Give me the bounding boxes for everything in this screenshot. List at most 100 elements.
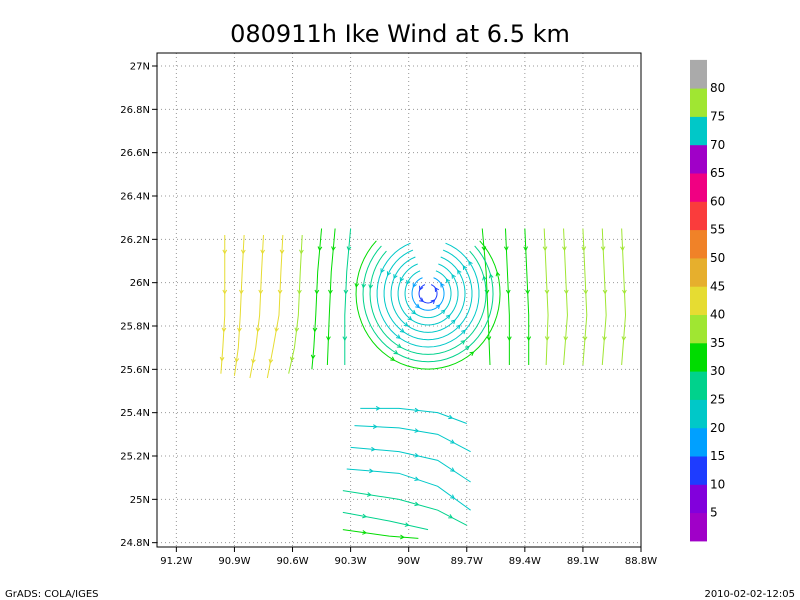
streamline-arrow (297, 289, 302, 295)
streamline-arrow (450, 467, 456, 472)
streamline-arrow (312, 327, 318, 333)
streamline-arrow (310, 354, 316, 360)
x-tick-label: 90.6W (276, 556, 308, 567)
streamline-arrow (582, 336, 588, 342)
x-tick-label: 90W (397, 556, 420, 567)
streamline-arrow (602, 289, 608, 295)
y-tick-label: 26N (130, 278, 150, 289)
streamline-arrow (239, 289, 244, 295)
streamline-arrow (393, 350, 399, 355)
streamline-arrow (448, 414, 454, 420)
streamline-arrow (622, 289, 627, 295)
streamline-arrow (406, 279, 411, 285)
streamline-arrow (414, 501, 420, 507)
y-tick-label: 25.4N (120, 408, 150, 419)
streamline-arrow (434, 286, 439, 292)
streamline-arrow (495, 271, 501, 277)
streamline-arrow (222, 289, 228, 295)
vortex-ring (369, 250, 487, 355)
vortex-ring (355, 240, 501, 370)
streamline-arrow (440, 309, 446, 315)
streamline (342, 511, 429, 531)
vortex-ring (418, 284, 438, 304)
colorbar-label: 15 (710, 449, 725, 463)
x-tick-label: 91.2W (160, 556, 192, 567)
colorbar-bin (690, 201, 707, 231)
streamline-arrow (390, 356, 396, 361)
colorbar-bin (690, 484, 707, 514)
colorbar-bin (690, 456, 707, 485)
y-axis: 24.8N 25N 25.2N 25.4N 25.6N 25.8N 26N 26.2N 26.4… (120, 62, 157, 549)
streamline (233, 234, 245, 376)
streamline (311, 228, 323, 370)
streamline-arrow (380, 268, 385, 274)
streamline-arrow (399, 534, 405, 540)
streamline-arrow (369, 468, 374, 474)
streamline-arrow (366, 492, 372, 497)
y-tick-label: 25N (130, 495, 150, 506)
streamline-arrow (563, 289, 569, 295)
colorbar-label: 60 (710, 194, 725, 208)
colorbar-bin (690, 427, 707, 457)
streamline-arrow (255, 327, 261, 333)
y-tick-label: 24.8N (120, 538, 150, 549)
grid-lines (157, 53, 642, 547)
colorbar-label: 45 (710, 279, 725, 293)
streamline-arrow (404, 522, 410, 527)
streamline-arrow (542, 246, 548, 252)
colorbar-label: 80 (710, 81, 725, 95)
colorbar-label: 20 (710, 421, 725, 435)
streamline-arrow (326, 336, 331, 342)
streamline-arrow (469, 351, 475, 357)
streamline-arrow (294, 327, 300, 333)
streamline-arrow (399, 277, 405, 282)
streamline-arrow (462, 265, 468, 270)
vortex-ring (411, 277, 445, 311)
streamline (220, 235, 226, 374)
colorbar-bin (690, 342, 707, 372)
vortex-ring (397, 263, 459, 326)
streamline (342, 490, 467, 526)
x-tick-label: 89.1W (567, 556, 599, 567)
streamline (342, 529, 419, 539)
streamline-arrow (240, 249, 246, 255)
streamline-arrow (314, 289, 320, 295)
colorbar-label: 55 (710, 223, 725, 237)
colorbar-label: 75 (710, 110, 725, 124)
colorbar-bin (690, 88, 707, 117)
streamline-arrow (328, 289, 333, 295)
y-tick-label: 26.2N (120, 235, 150, 246)
y-tick-label: 25.6N (120, 365, 150, 376)
streamline-arrow (396, 343, 402, 348)
streamline-arrow (362, 530, 368, 535)
x-axis: 91.2W 90.9W 90.6W 90.3W 90W 89.7W 89.4W 89.1W 88… (160, 547, 657, 567)
colorbar-label: 10 (710, 477, 725, 491)
vortex-ring (362, 245, 494, 363)
x-tick-label: 89.7W (451, 556, 483, 567)
streamline-arrow (457, 269, 462, 275)
streamline-arrow (289, 356, 295, 362)
y-tick-label: 26.6N (120, 148, 150, 159)
streamline-arrow (456, 324, 461, 330)
vortex-ring (390, 256, 466, 333)
streamline-arrow (419, 285, 424, 291)
vortex-ring (383, 249, 473, 341)
streamline-arrow (362, 513, 368, 519)
y-tick-label: 26.8N (120, 105, 150, 116)
streamline-arrow (562, 246, 567, 252)
streamline-arrow (602, 336, 607, 342)
colorbar-label: 5 (710, 506, 718, 520)
streamline-arrow (279, 249, 285, 255)
streamline-arrow (412, 282, 417, 288)
streamline-arrow (395, 334, 401, 339)
streamline-arrow (260, 249, 266, 255)
colorbar-label: 35 (710, 336, 725, 350)
vortex-ring (376, 242, 480, 348)
streamline-arrow (461, 329, 466, 335)
colorbar-label: 30 (710, 364, 725, 378)
x-tick-label: 90.9W (218, 556, 250, 567)
vortex-ring (404, 270, 452, 319)
streamline-arrow (237, 327, 242, 333)
streamline-arrow (523, 246, 529, 252)
